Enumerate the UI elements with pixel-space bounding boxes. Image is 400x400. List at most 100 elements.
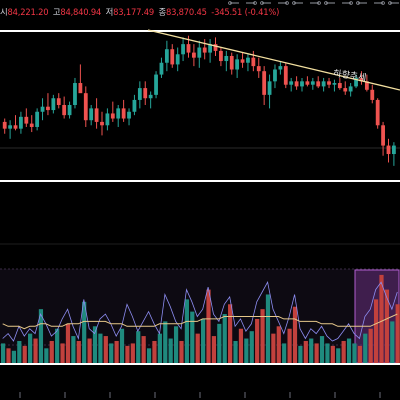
candle [67,101,72,119]
volume-bar [82,301,87,363]
candle [310,77,315,90]
candle [24,108,29,127]
volume-bar [44,348,49,363]
volume-bar [152,340,157,363]
candle [283,62,288,89]
volume-bar [244,338,249,363]
candle [375,98,380,129]
candle [73,77,77,109]
candle [110,101,115,122]
candle [381,121,385,156]
candle [316,76,321,89]
volume-bar [255,318,260,363]
high-value: 84,840.94 [60,7,102,17]
candle [202,39,207,60]
close-value: 83,870.45 [165,7,207,17]
volume-bar [38,309,44,363]
volume-bar [319,336,325,363]
volume-bar [119,328,125,363]
candle [354,74,358,89]
volume-bar [298,345,303,363]
volume-bar [265,294,271,363]
volume-bar [28,333,33,363]
volume-bar [184,299,189,363]
candle [29,115,34,133]
drawing-tool-icon[interactable] [356,1,367,5]
volume-bar [228,304,233,363]
candle [240,52,245,68]
volume-bar [76,340,81,363]
volume-bar [249,331,254,363]
candle [300,77,304,92]
drawing-tool-icon[interactable] [388,1,399,5]
volume-bar [22,345,27,363]
candle [143,81,148,105]
volume-bar [276,326,281,363]
drawing-tool-icon[interactable] [246,1,257,5]
close-label: 종 [158,7,166,17]
volume-bar [141,336,146,363]
volume-bar [368,328,373,363]
volume-bar [390,321,395,363]
time-axis-ticks [19,392,381,398]
candle [56,93,61,109]
volume-bar [195,333,200,363]
volume-bar [98,333,103,363]
volume-bar [11,350,17,363]
volume-bar [55,328,60,363]
volume-bar [395,304,400,363]
volume-bar [60,343,65,363]
drawing-tool-icon[interactable] [278,1,289,5]
candle [337,77,342,90]
downtrend-line[interactable] [147,29,400,91]
candle [13,115,18,131]
candle [219,47,223,67]
drawing-tool-icon[interactable] [228,1,239,5]
volume-bar [282,343,287,363]
open-value: 84,221.20 [7,7,49,17]
volume-bar [363,333,368,363]
drawing-tool-icon[interactable] [310,1,321,5]
candle [370,84,375,104]
candle [170,44,175,68]
volume-bar [168,338,173,363]
volume-bar [336,348,341,363]
candle [359,71,364,85]
drawing-tool-icon[interactable] [324,1,335,5]
volume-bar [157,333,162,363]
candle [116,105,121,127]
volume-bar [352,343,357,363]
candle [267,74,272,109]
volume-bar [357,345,362,363]
candle [181,37,185,62]
candle [121,99,126,122]
volume-bar [373,299,379,363]
candlestick-series [2,35,396,166]
candle [305,76,310,87]
candle [154,71,158,99]
drawing-tool-icon[interactable] [292,1,303,5]
volume-bar [384,289,389,363]
volume-bar [17,340,22,363]
drawing-tool-icon[interactable] [374,1,385,5]
volume-bar [346,338,352,363]
volume-bar [49,340,54,363]
trend-annotation-label: 하향추세 [333,67,367,83]
candle [40,98,45,121]
candle [278,61,283,75]
drawing-tool-icon[interactable] [260,1,271,5]
drawing-tool-icon[interactable] [342,1,353,5]
drawing-toolbar [228,1,399,5]
volume-moving-average-line [2,313,398,330]
candle [137,81,142,109]
volume-bar [217,323,222,363]
volume-bar [87,338,92,363]
candle [289,77,294,92]
volume-bar [109,343,114,363]
candle [343,81,348,95]
candle [83,86,88,127]
candle [35,108,40,131]
candle [386,138,391,163]
candle [2,118,7,134]
volume-bar [201,318,206,363]
